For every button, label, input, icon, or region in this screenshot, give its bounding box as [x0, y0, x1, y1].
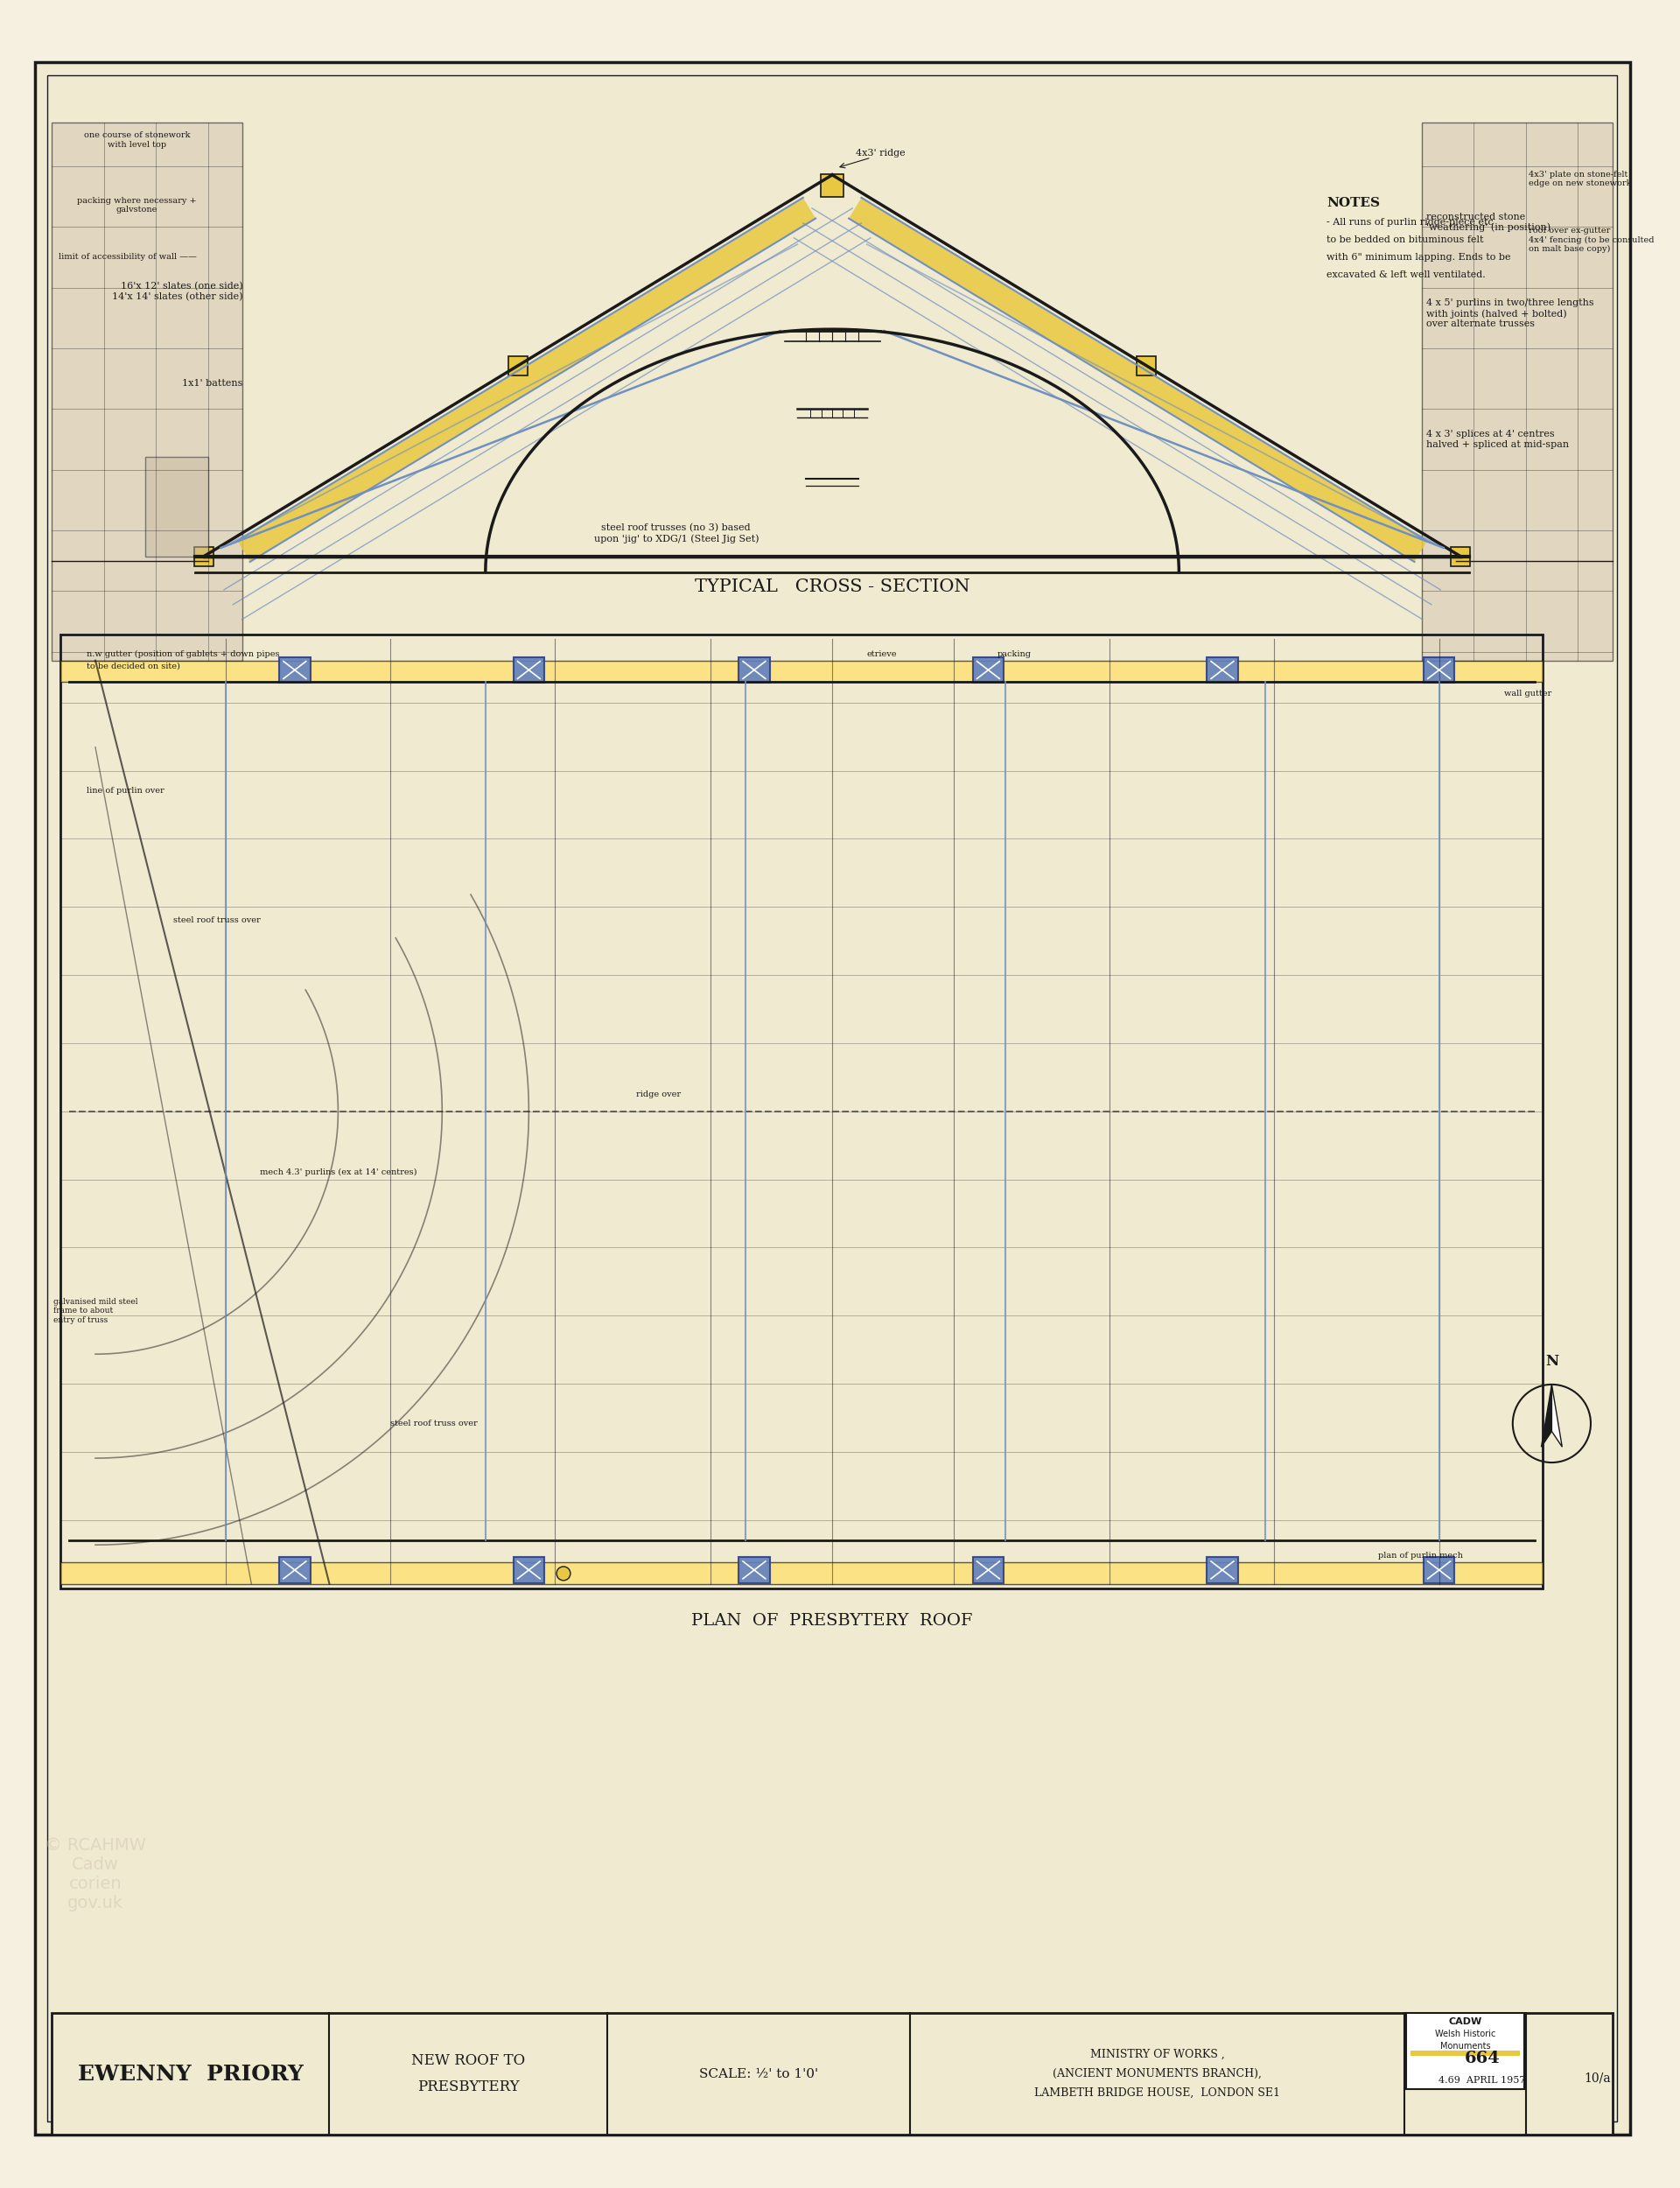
Text: 4.69  APRIL 1957: 4.69 APRIL 1957	[1438, 2076, 1525, 2085]
Bar	[52, 123, 242, 661]
Bar	[60, 635, 1542, 1588]
Text: reconstructed stone
'weathering' (in position): reconstructed stone 'weathering' (in pos…	[1426, 212, 1551, 232]
Bar	[739, 1558, 769, 1584]
Text: MINISTRY OF WORKS ,: MINISTRY OF WORKS ,	[1090, 2048, 1225, 2061]
Bar	[1206, 656, 1238, 683]
Text: etrieve: etrieve	[867, 650, 897, 659]
Text: line of purlin over: line of purlin over	[87, 785, 165, 794]
Polygon shape	[1541, 1385, 1552, 1446]
Text: packing: packing	[996, 650, 1032, 659]
Text: to be decided on site): to be decided on site)	[87, 663, 180, 670]
Text: PRESBYTERY: PRESBYTERY	[417, 2079, 519, 2094]
Text: packing where necessary +
galvstone: packing where necessary + galvstone	[77, 197, 197, 214]
Bar	[739, 656, 769, 683]
Polygon shape	[1552, 1385, 1562, 1446]
Bar	[512, 656, 544, 683]
Bar	[512, 1558, 544, 1584]
Text: Monuments: Monuments	[1440, 2041, 1490, 2050]
Polygon shape	[237, 197, 815, 562]
Text: SCALE: ½' to 1'0': SCALE: ½' to 1'0'	[699, 2068, 818, 2081]
Text: LAMBETH BRIDGE HOUSE,  LONDON SE1: LAMBETH BRIDGE HOUSE, LONDON SE1	[1035, 2087, 1280, 2098]
Text: PLAN  OF  PRESBYTERY  ROOF: PLAN OF PRESBYTERY ROOF	[692, 1613, 973, 1630]
Bar	[1411, 2050, 1520, 2055]
Text: 10/a: 10/a	[1584, 2072, 1611, 2085]
Bar	[195, 547, 213, 567]
Text: 16'x 12' slates (one side)
14'x 14' slates (other side): 16'x 12' slates (one side) 14'x 14' slat…	[113, 282, 242, 302]
Bar	[822, 175, 843, 197]
Text: © RCAHMW
Cadw
corien
gov.uk: © RCAHMW Cadw corien gov.uk	[45, 1838, 146, 1912]
Bar	[509, 357, 528, 374]
Bar	[60, 1562, 1542, 1584]
Bar	[279, 656, 311, 683]
Text: 4x3' ridge: 4x3' ridge	[855, 149, 906, 158]
Bar	[1423, 656, 1455, 683]
Text: roof over ex-gutter
4x4' fencing (to be consulted
on malt base copy): roof over ex-gutter 4x4' fencing (to be …	[1529, 228, 1653, 254]
Text: EWENNY  PRIORY: EWENNY PRIORY	[77, 2063, 304, 2085]
Text: 1x1' battens: 1x1' battens	[181, 379, 242, 387]
Text: NEW ROOF TO: NEW ROOF TO	[412, 2052, 526, 2068]
Text: 4 x 5' purlins in two/three lengths
with joints (halved + bolted)
over alternate: 4 x 5' purlins in two/three lengths with…	[1426, 300, 1594, 328]
Text: steel roof trusses (no 3) based
upon 'jig' to XDG/1 (Steel Jig Set): steel roof trusses (no 3) based upon 'ji…	[593, 523, 759, 543]
Text: (ANCIENT MONUMENTS BRANCH),: (ANCIENT MONUMENTS BRANCH),	[1053, 2068, 1262, 2079]
Text: one course of stonework
with level top: one course of stonework with level top	[84, 131, 190, 149]
Text: - All runs of purlin ridge-piece etc: - All runs of purlin ridge-piece etc	[1326, 219, 1494, 228]
Text: 4x3' plate on stone-felt
edge on new stonework: 4x3' plate on stone-felt edge on new sto…	[1529, 171, 1631, 188]
Text: excavated & left well ventilated.: excavated & left well ventilated.	[1326, 271, 1485, 280]
Text: 4 x 3' splices at 4' centres
halved + spliced at mid-span: 4 x 3' splices at 4' centres halved + sp…	[1426, 429, 1569, 449]
Bar	[973, 1558, 1005, 1584]
Text: wall gutter: wall gutter	[1504, 689, 1552, 698]
Bar	[973, 656, 1005, 683]
Text: Welsh Historic: Welsh Historic	[1435, 2030, 1495, 2039]
Bar	[1423, 1558, 1455, 1584]
Bar	[146, 457, 208, 556]
Bar	[1206, 1558, 1238, 1584]
Polygon shape	[848, 197, 1426, 562]
Text: ridge over: ridge over	[637, 1090, 680, 1098]
Text: NOTES: NOTES	[1326, 197, 1379, 208]
Text: steel roof truss over: steel roof truss over	[390, 1420, 477, 1427]
Text: to be bedded on bituminous felt: to be bedded on bituminous felt	[1326, 236, 1483, 245]
Bar	[1452, 547, 1470, 567]
Text: mech 4.3' purlins (ex at 14' centres): mech 4.3' purlins (ex at 14' centres)	[260, 1168, 417, 1175]
Bar	[1137, 357, 1156, 374]
Bar	[60, 661, 1542, 683]
Bar	[1421, 123, 1613, 661]
Bar	[52, 2013, 1613, 2135]
Text: n.w gutter (position of gablets + down pipes: n.w gutter (position of gablets + down p…	[87, 650, 279, 659]
Text: with 6" minimum lapping. Ends to be: with 6" minimum lapping. Ends to be	[1326, 254, 1510, 263]
Text: CADW: CADW	[1448, 2017, 1482, 2026]
Circle shape	[556, 1567, 571, 1580]
Bar	[279, 1558, 311, 1584]
Text: limit of accessibility of wall ——: limit of accessibility of wall ——	[59, 254, 197, 260]
Text: N: N	[1546, 1354, 1559, 1370]
Text: TYPICAL   CROSS - SECTION: TYPICAL CROSS - SECTION	[694, 578, 969, 595]
Text: steel roof truss over: steel roof truss over	[173, 917, 260, 926]
Text: 664: 664	[1465, 2050, 1500, 2065]
Text: plan of purlin mech: plan of purlin mech	[1378, 1551, 1463, 1560]
Text: galvanised mild steel
frame to about
entry of truss: galvanised mild steel frame to about ent…	[54, 1297, 138, 1324]
Bar	[1406, 2013, 1524, 2090]
